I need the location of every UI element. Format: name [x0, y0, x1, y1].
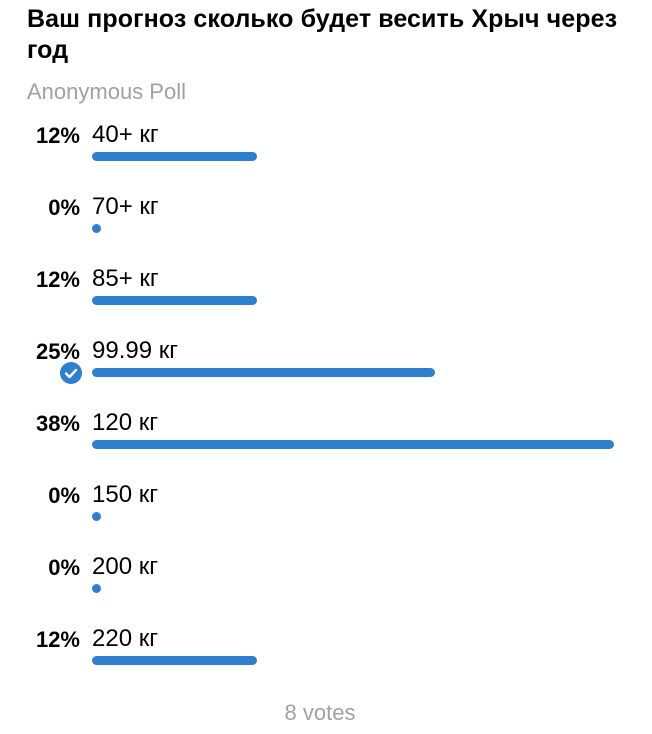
poll-option[interactable]: 0% 150 кг — [0, 481, 652, 555]
poll-option[interactable]: 38% 120 кг — [0, 409, 652, 483]
option-percent: 12% — [35, 627, 80, 652]
option-result-bar — [92, 584, 101, 593]
option-percent: 0% — [48, 555, 80, 580]
poll-option[interactable]: 12% 220 кг — [0, 625, 652, 699]
option-label: 70+ кг — [92, 193, 159, 220]
poll-type-label: Anonymous Poll — [27, 79, 186, 104]
option-label: 150 кг — [92, 481, 158, 508]
option-result-bar — [92, 512, 101, 521]
option-percent: 25% — [35, 339, 80, 364]
poll-option[interactable]: 0% 70+ кг — [0, 193, 652, 267]
option-label: 85+ кг — [92, 265, 159, 292]
option-result-bar — [92, 440, 614, 449]
option-label: 200 кг — [92, 553, 158, 580]
option-label: 220 кг — [92, 625, 158, 652]
option-result-bar — [92, 296, 257, 305]
poll-option[interactable]: 12% 85+ кг — [0, 265, 652, 339]
option-percent: 12% — [35, 123, 80, 148]
option-result-bar — [92, 368, 435, 377]
option-label: 99.99 кг — [92, 337, 178, 364]
option-label: 40+ кг — [92, 121, 159, 148]
option-percent: 0% — [48, 483, 80, 508]
poll-option[interactable]: 12% 40+ кг — [0, 121, 652, 195]
poll-option[interactable]: 0% 200 кг — [0, 553, 652, 627]
option-percent: 12% — [35, 267, 80, 292]
option-percent: 0% — [48, 195, 80, 220]
poll-question: Ваш прогноз сколько будет весить Хрыч че… — [27, 5, 618, 64]
option-result-bar — [92, 152, 257, 161]
option-label: 120 кг — [92, 409, 158, 436]
option-result-bar — [92, 656, 257, 665]
option-result-bar — [92, 224, 101, 233]
votes-count[interactable]: 8 votes — [284, 700, 356, 725]
checkmark-icon — [60, 362, 82, 384]
poll-option[interactable]: 25% 99.99 кг — [0, 337, 652, 411]
option-percent: 38% — [35, 411, 80, 436]
